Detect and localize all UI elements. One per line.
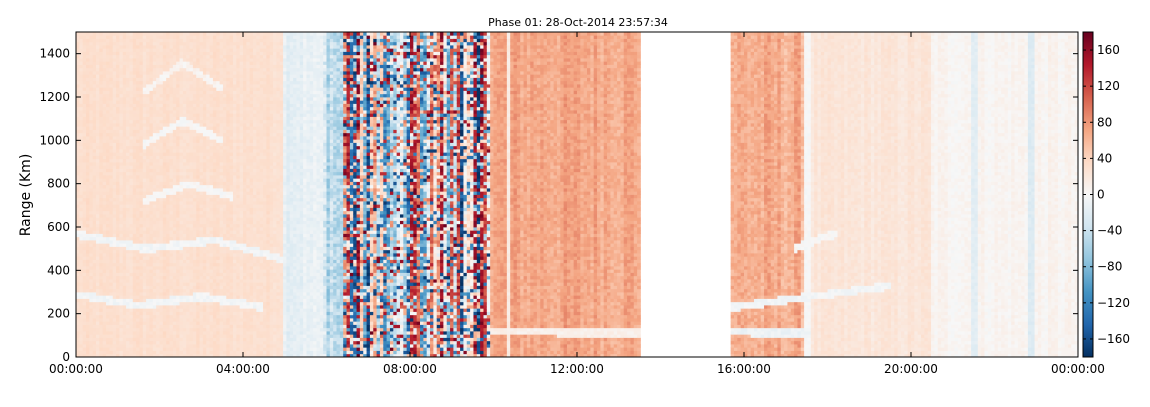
colorbar-tick-label: −80 (1097, 260, 1122, 274)
colorbar-tick-label: 120 (1097, 79, 1120, 93)
y-axis: 0 200 400 600 800 1000 1200 1400 (39, 47, 1078, 364)
x-tick-label: 16:00:00 (717, 362, 771, 376)
colorbar-tick-label: −160 (1097, 332, 1130, 346)
colorbar-tick-label: −40 (1097, 224, 1122, 238)
x-axis: 00:00:00 04:00:00 08:00:00 12:00:00 16:00:00… (49, 32, 1105, 376)
colorbar-tick-label: 160 (1097, 43, 1120, 57)
y-tick-label: 200 (47, 307, 70, 321)
heatmap (76, 32, 1079, 358)
colorbar-axis: −160 −120 −80 −40 0 40 80 120 160 (1083, 43, 1130, 346)
colorbar-tick-label: −120 (1097, 296, 1130, 310)
y-tick-label: 800 (47, 177, 70, 191)
x-tick-label: 00:00:00 (49, 362, 103, 376)
y-tick-label: 1400 (39, 47, 70, 61)
y-tick-label: 600 (47, 220, 70, 234)
x-tick-label: 00:00:00 (1051, 362, 1105, 376)
y-axis-label: Range (Km) (18, 154, 34, 237)
y-tick-label: 1200 (39, 90, 70, 104)
y-tick-label: 0 (62, 350, 70, 364)
x-tick-label: 12:00:00 (550, 362, 604, 376)
y-tick-label: 400 (47, 263, 70, 277)
x-tick-label: 04:00:00 (216, 362, 270, 376)
colorbar-tick-label: 40 (1097, 151, 1112, 165)
colorbar-tick-label: 0 (1097, 188, 1105, 202)
x-tick-label: 08:00:00 (383, 362, 437, 376)
x-tick-label: 20:00:00 (884, 362, 938, 376)
y-tick-label: 1000 (39, 133, 70, 147)
chart-title: Phase 01: 28-Oct-2014 23:57:34 (488, 16, 668, 29)
colorbar-tick-label: 80 (1097, 115, 1112, 129)
